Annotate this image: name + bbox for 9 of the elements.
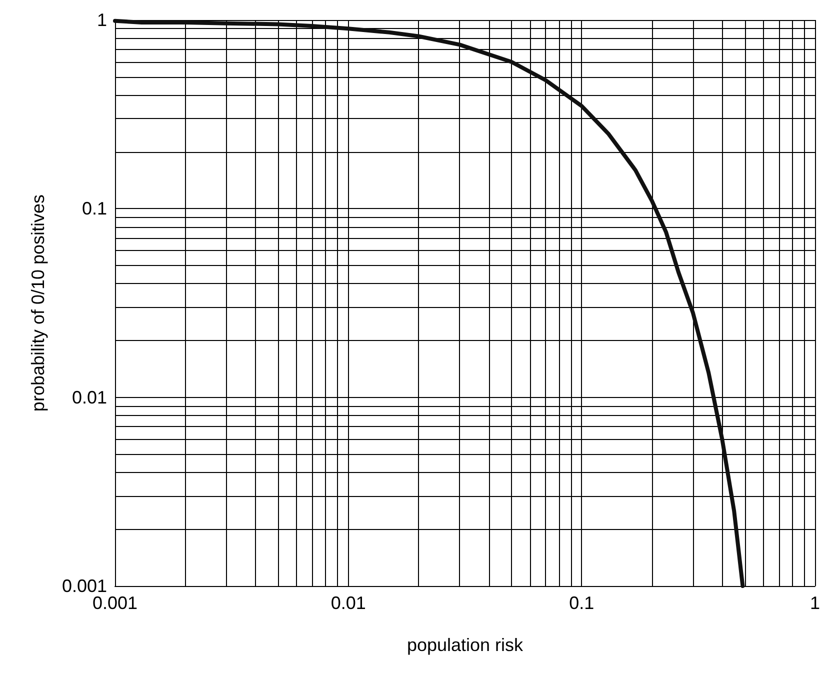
x-tick-label: 0.01 xyxy=(330,593,366,613)
x-tick-label: 1 xyxy=(810,593,820,613)
y-tick-label: 1 xyxy=(96,10,107,30)
x-axis-title: population risk xyxy=(406,635,524,655)
y-axis-title: probability of 0/10 positives xyxy=(28,194,48,412)
y-tick-label: 0.001 xyxy=(62,576,107,596)
y-tick-label: 0.01 xyxy=(72,387,107,408)
y-tick-label: 0.1 xyxy=(82,198,107,219)
x-tick-label: 0.1 xyxy=(569,593,594,613)
